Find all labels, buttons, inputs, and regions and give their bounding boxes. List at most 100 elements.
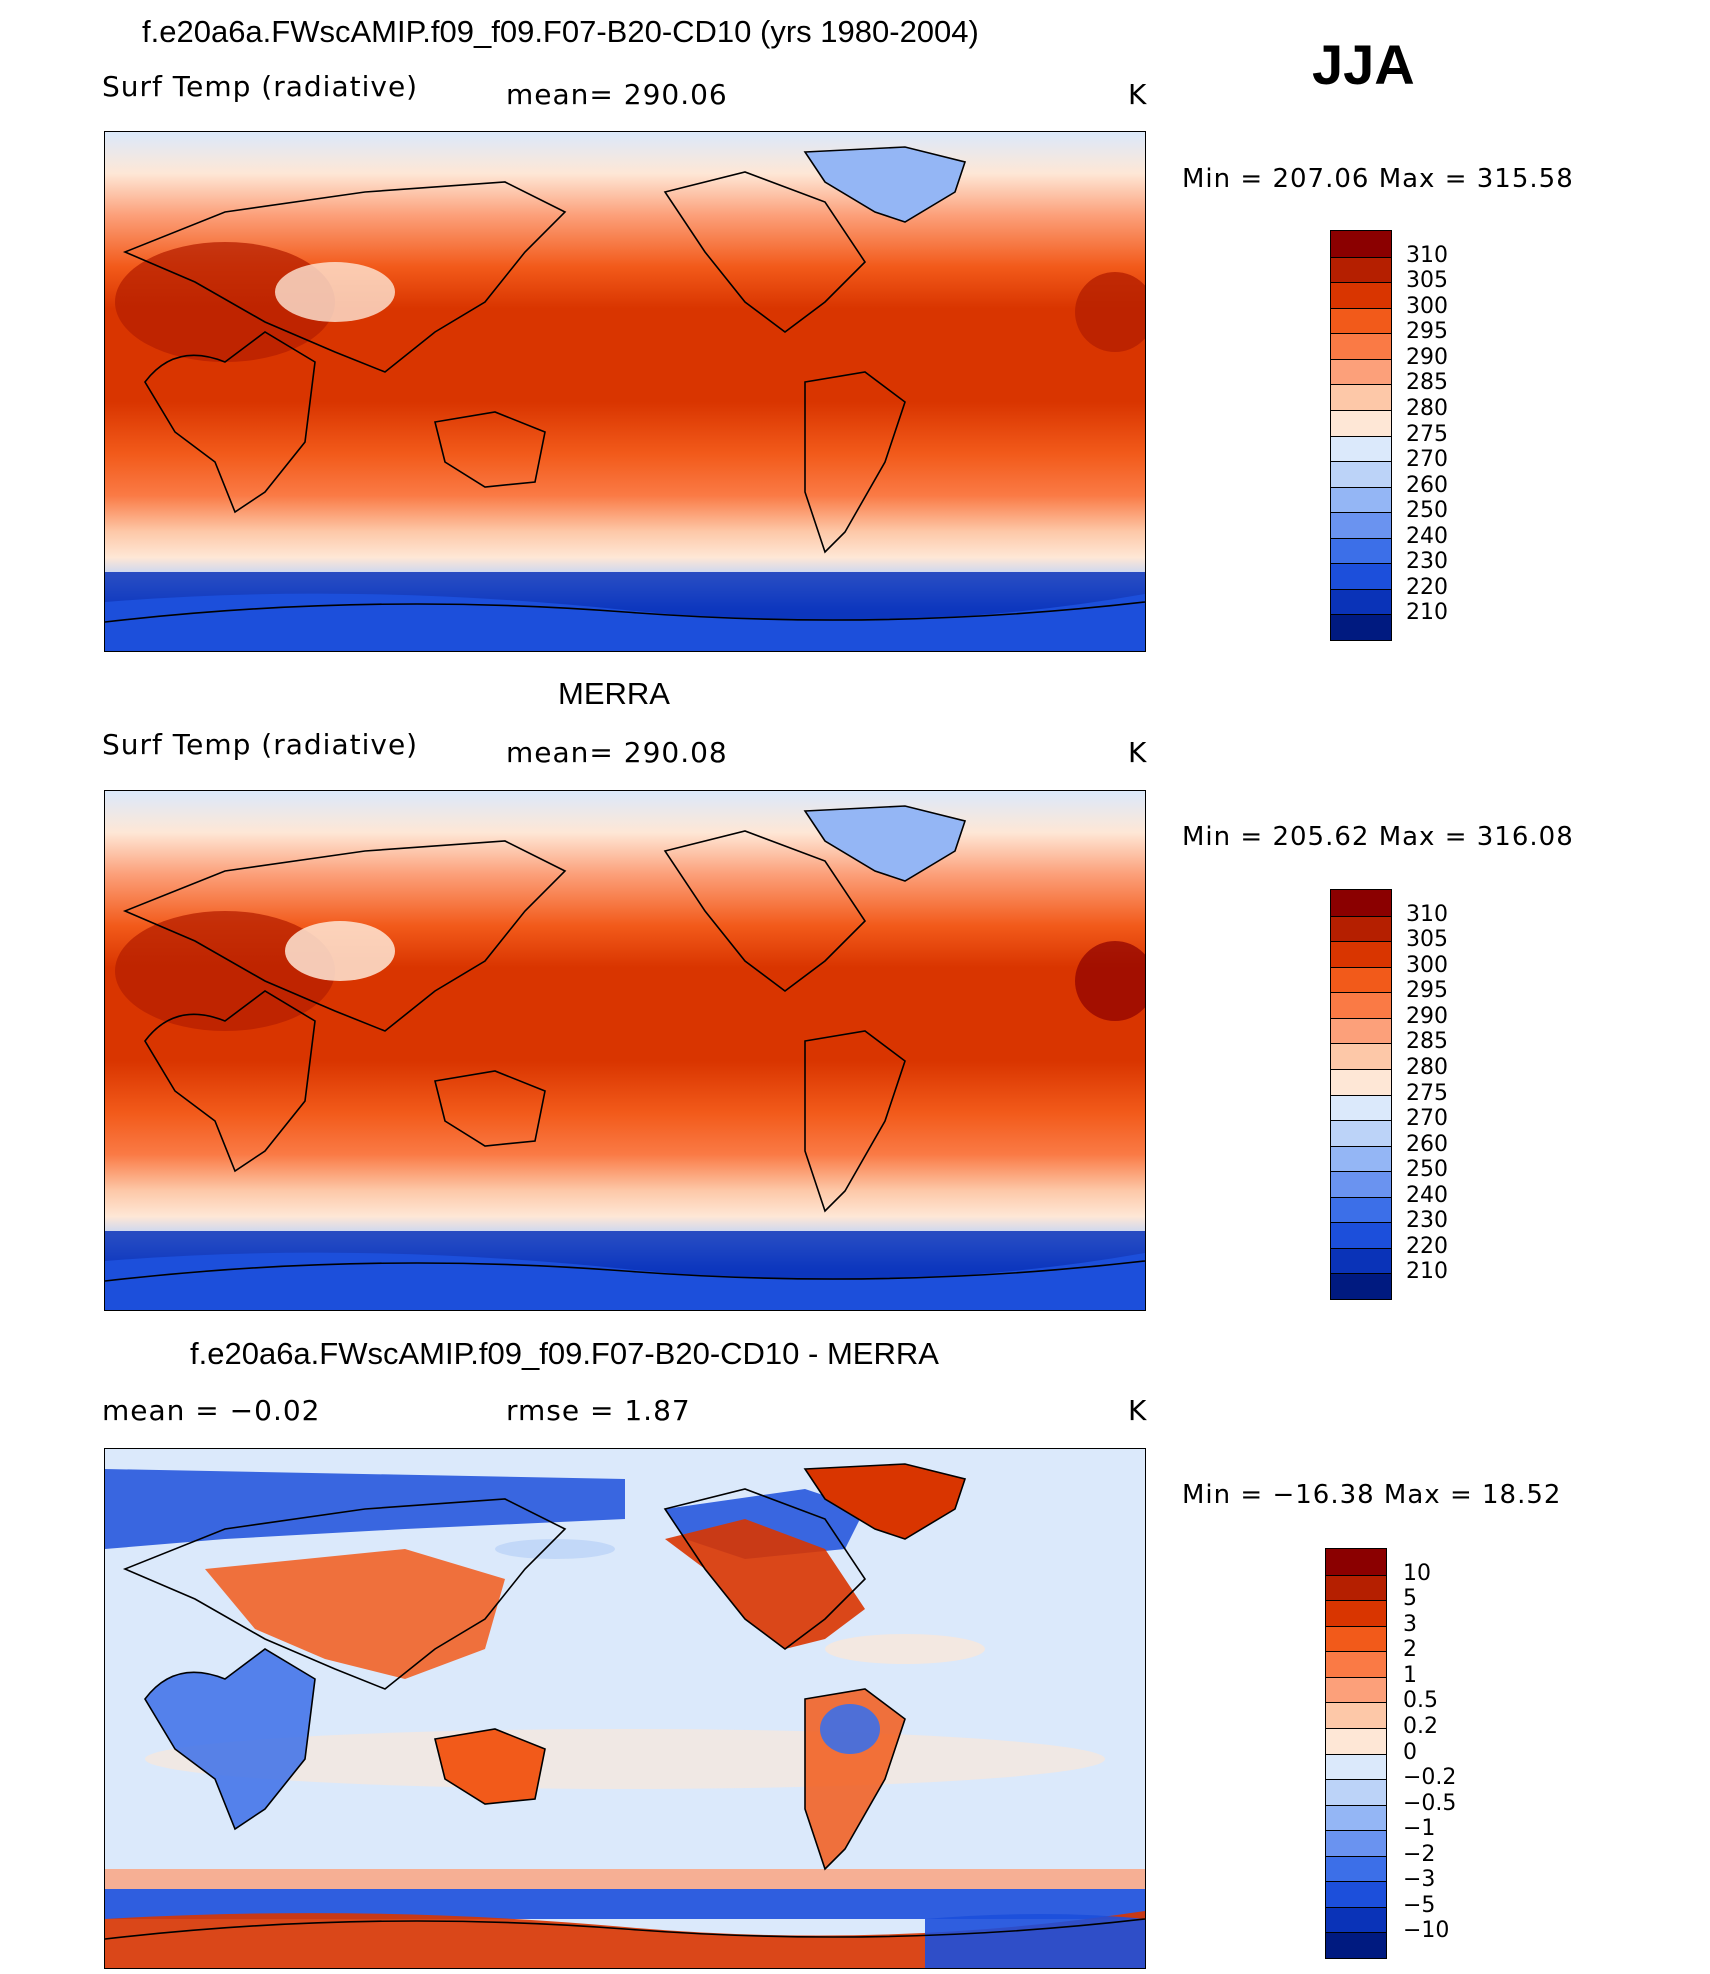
colorbar-tick-label: −3 — [1403, 1867, 1436, 1893]
colorbar-segment — [1331, 1120, 1391, 1146]
colorbar-tick-label: 10 — [1403, 1560, 1431, 1586]
colorbar-tick-label: 280 — [1406, 395, 1448, 421]
colorbar-segment — [1326, 1651, 1386, 1677]
colorbar-tick-label: 260 — [1406, 1131, 1448, 1157]
colorbar-segment — [1326, 1779, 1386, 1805]
colorbar-segment — [1331, 1043, 1391, 1069]
colorbar-segment — [1326, 1549, 1386, 1575]
colorbar-tick-label: 290 — [1406, 1003, 1448, 1029]
colorbar-tick-label: 240 — [1406, 1182, 1448, 1208]
colorbar-segment — [1326, 1830, 1386, 1856]
colorbar-tick-label: 295 — [1406, 319, 1448, 345]
panel1-title: f.e20a6a.FWscAMIP.f09_f09.F07-B20-CD10 (… — [142, 14, 979, 49]
colorbar-segment — [1331, 563, 1391, 589]
colorbar-tick-label: −2 — [1403, 1841, 1436, 1867]
colorbar-segment — [1331, 256, 1391, 283]
colorbar-tick-label: 250 — [1406, 498, 1448, 524]
colorbar-tick-label: 275 — [1406, 1080, 1448, 1106]
panel1-colorbar — [1330, 230, 1392, 641]
panel1-variable-label: Surf Temp (radiative) — [102, 70, 419, 103]
colorbar-segment — [1326, 1702, 1386, 1728]
colorbar-tick-label: −0.2 — [1403, 1765, 1457, 1791]
colorbar-segment — [1331, 1273, 1391, 1299]
colorbar-tick-label: 0.2 — [1403, 1713, 1438, 1739]
panel3-map-field — [105, 1449, 1145, 1968]
colorbar-tick-label: −1 — [1403, 1816, 1436, 1842]
colorbar-segment — [1326, 1574, 1386, 1601]
colorbar-tick-label: −5 — [1403, 1892, 1436, 1918]
colorbar-tick-label: 220 — [1406, 574, 1448, 600]
colorbar-tick-label: 290 — [1406, 344, 1448, 370]
colorbar-tick-label: 3 — [1403, 1611, 1417, 1637]
colorbar-segment — [1331, 435, 1391, 462]
colorbar-tick-label: 210 — [1406, 1259, 1448, 1285]
panel3-mean-label: mean = −0.02 — [102, 1394, 321, 1427]
colorbar-segment — [1331, 1171, 1391, 1197]
panel1-map — [104, 131, 1146, 652]
panel3-title: f.e20a6a.FWscAMIP.f09_f09.F07-B20-CD10 -… — [190, 1336, 939, 1371]
colorbar-segment — [1331, 890, 1391, 916]
colorbar-segment — [1331, 461, 1391, 487]
colorbar-tick-label: 0 — [1403, 1739, 1417, 1765]
colorbar-tick-label: −0.5 — [1403, 1790, 1457, 1816]
colorbar-tick-label: 305 — [1406, 268, 1448, 294]
season-label: JJA — [1312, 33, 1415, 96]
panel2-minmax-label: Min = 205.62 Max = 316.08 — [1182, 822, 1574, 852]
colorbar-tick-label: 275 — [1406, 421, 1448, 447]
colorbar-segment — [1326, 1753, 1386, 1780]
panel3-map — [104, 1448, 1146, 1969]
colorbar-tick-label: 250 — [1406, 1157, 1448, 1183]
panel1-map-field — [105, 132, 1145, 651]
colorbar-segment — [1331, 384, 1391, 410]
colorbar-segment — [1331, 966, 1391, 993]
colorbar-segment — [1331, 307, 1391, 334]
colorbar-segment — [1326, 1881, 1386, 1907]
colorbar-segment — [1331, 409, 1391, 436]
colorbar-segment — [1326, 1676, 1386, 1703]
colorbar-segment — [1326, 1906, 1386, 1933]
panel2-mean-label: mean= 290.08 — [506, 736, 728, 769]
colorbar-segment — [1331, 282, 1391, 308]
colorbar-tick-label: 0.5 — [1403, 1688, 1438, 1714]
panel1-units-label: K — [1128, 78, 1148, 111]
colorbar-segment — [1331, 231, 1391, 257]
colorbar-segment — [1331, 537, 1391, 564]
colorbar-tick-label: 285 — [1406, 1029, 1448, 1055]
colorbar-segment — [1331, 1068, 1391, 1095]
colorbar-segment — [1326, 1932, 1386, 1958]
panel2-colorbar — [1330, 889, 1392, 1300]
colorbar-tick-label: −10 — [1403, 1918, 1450, 1944]
colorbar-segment — [1331, 512, 1391, 538]
colorbar-segment — [1331, 1247, 1391, 1274]
colorbar-segment — [1331, 915, 1391, 942]
colorbar-tick-label: 305 — [1406, 927, 1448, 953]
panel2-map-field — [105, 791, 1145, 1310]
colorbar-segment — [1331, 941, 1391, 967]
colorbar-segment — [1331, 992, 1391, 1018]
colorbar-tick-label: 300 — [1406, 952, 1448, 978]
colorbar-tick-label: 210 — [1406, 600, 1448, 626]
colorbar-segment — [1326, 1855, 1386, 1882]
panel1-mean-label: mean= 290.06 — [506, 78, 728, 111]
colorbar-tick-label: 270 — [1406, 447, 1448, 473]
colorbar-tick-label: 260 — [1406, 472, 1448, 498]
colorbar-segment — [1326, 1625, 1386, 1652]
colorbar-segment — [1331, 1017, 1391, 1044]
colorbar-tick-label: 310 — [1406, 901, 1448, 927]
panel2-title: MERRA — [558, 676, 670, 711]
colorbar-tick-label: 240 — [1406, 523, 1448, 549]
colorbar-tick-label: 285 — [1406, 370, 1448, 396]
colorbar-tick-label: 310 — [1406, 242, 1448, 268]
panel2-units-label: K — [1128, 736, 1148, 769]
colorbar-tick-label: 280 — [1406, 1054, 1448, 1080]
colorbar-segment — [1331, 1145, 1391, 1172]
colorbar-tick-label: 230 — [1406, 1208, 1448, 1234]
colorbar-segment — [1331, 486, 1391, 513]
colorbar-tick-label: 295 — [1406, 978, 1448, 1004]
colorbar-tick-label: 5 — [1403, 1586, 1417, 1612]
colorbar-tick-label: 1 — [1403, 1662, 1417, 1688]
colorbar-segment — [1331, 614, 1391, 640]
panel2-map — [104, 790, 1146, 1311]
colorbar-segment — [1331, 588, 1391, 615]
colorbar-segment — [1326, 1727, 1386, 1754]
